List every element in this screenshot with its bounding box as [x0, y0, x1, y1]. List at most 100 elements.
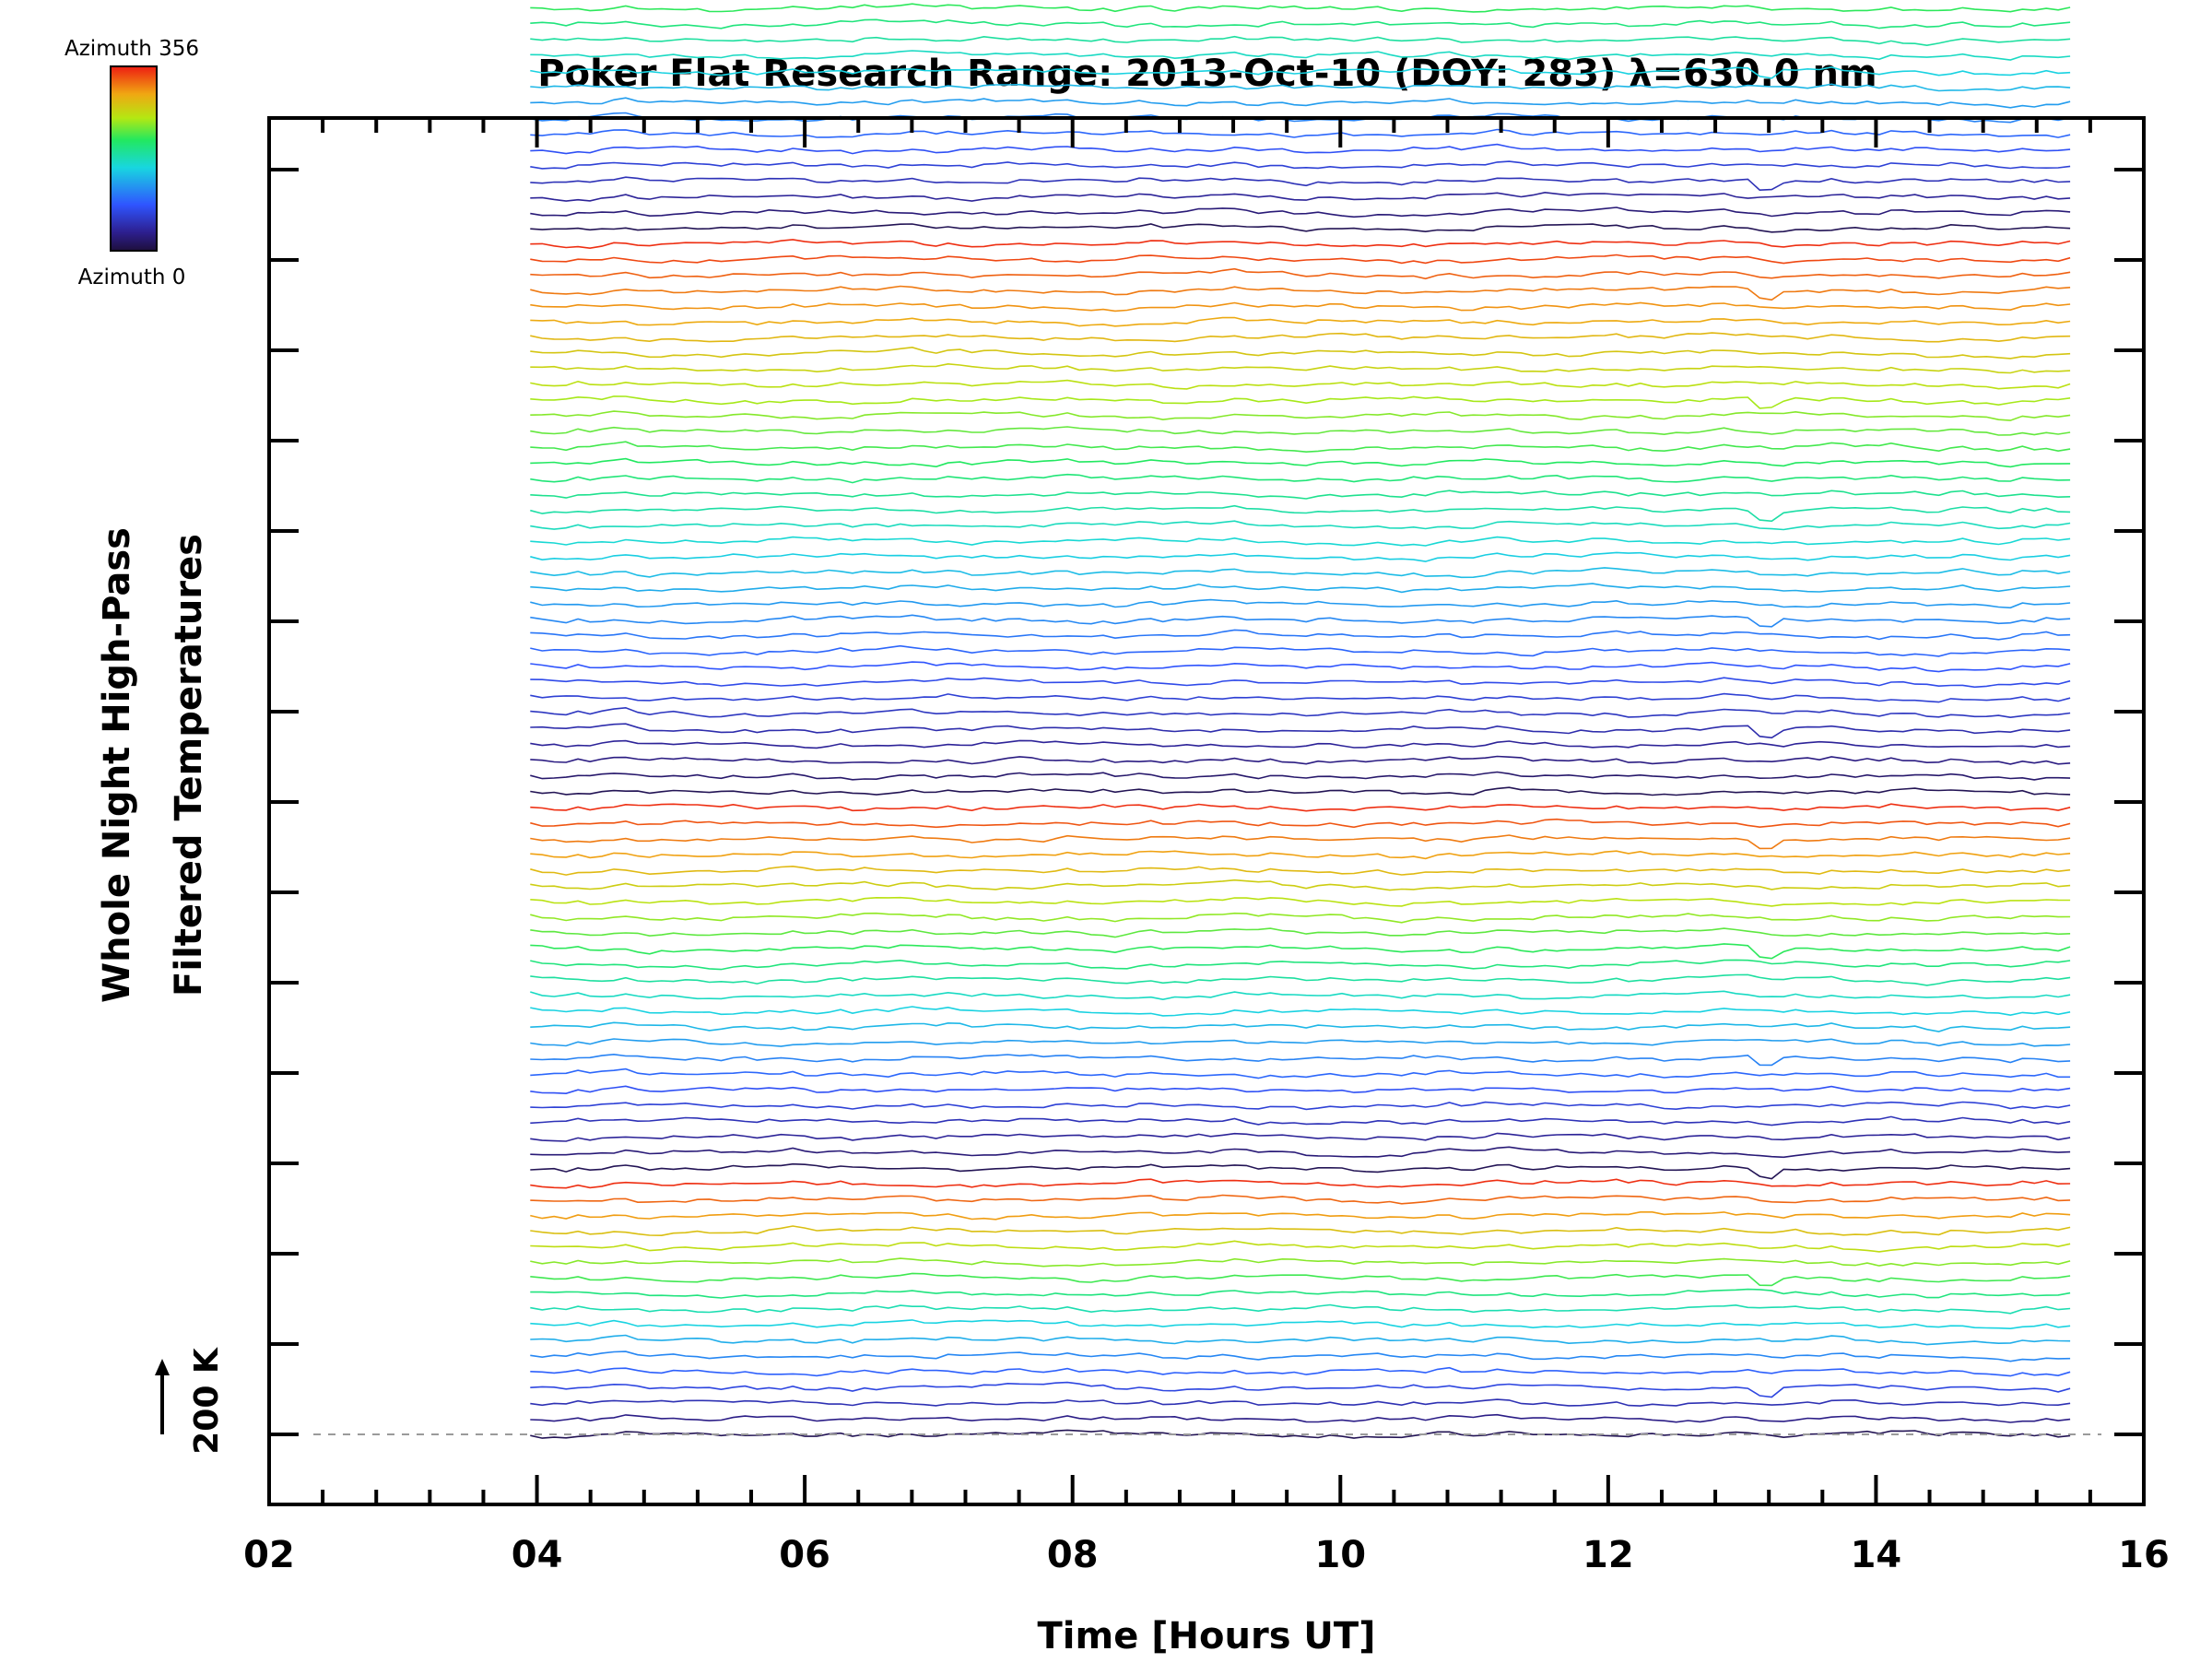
azimuth-trace	[530, 614, 2071, 628]
azimuth-trace	[530, 706, 2071, 719]
azimuth-trace	[530, 879, 2071, 891]
azimuth-trace	[530, 771, 2071, 781]
azimuth-trace	[530, 677, 2071, 689]
azimuth-trace	[530, 143, 2071, 155]
azimuth-trace	[530, 332, 2071, 343]
azimuth-trace	[530, 1085, 2071, 1095]
scale-bar-label: 200 K	[188, 1347, 226, 1455]
azimuth-trace	[530, 1381, 2071, 1398]
azimuth-trace	[530, 1162, 2071, 1180]
azimuth-trace	[530, 1101, 2071, 1111]
azimuth-trace	[530, 267, 2071, 280]
azimuth-trace	[530, 629, 2071, 641]
azimuth-trace	[530, 896, 2071, 907]
trace-group	[530, 3, 2071, 1439]
azimuth-trace	[530, 723, 2071, 739]
azimuth-trace	[530, 834, 2071, 850]
x-tick-label: 14	[1851, 1534, 1902, 1576]
azimuth-trace	[530, 206, 2071, 218]
azimuth-trace	[530, 362, 2071, 374]
azimuth-trace	[530, 346, 2071, 360]
azimuth-trace	[530, 850, 2071, 860]
azimuth-trace	[530, 1257, 2071, 1268]
azimuth-trace	[530, 644, 2071, 657]
azimuth-trace	[530, 1006, 2071, 1017]
x-axis-label: Time [Hours UT]	[1038, 1615, 1376, 1657]
azimuth-trace	[530, 191, 2071, 202]
azimuth-trace	[530, 285, 2071, 301]
azimuth-trace	[530, 1398, 2071, 1407]
azimuth-trace	[530, 473, 2071, 484]
azimuth-trace	[530, 1240, 2071, 1253]
azimuth-trace	[530, 755, 2071, 765]
azimuth-trace	[530, 803, 2071, 812]
azimuth-trace	[530, 865, 2071, 876]
x-tick-label: 12	[1583, 1534, 1634, 1576]
azimuth-trace	[530, 176, 2071, 192]
azimuth-trace	[530, 959, 2071, 971]
plot-frame	[267, 116, 2146, 1506]
azimuth-trace	[530, 1303, 2071, 1315]
azimuth-trace	[530, 1067, 2071, 1079]
azimuth-trace	[530, 1053, 2071, 1067]
azimuth-trace	[530, 128, 2071, 138]
azimuth-trace	[530, 504, 2071, 523]
azimuth-trace	[530, 316, 2071, 327]
azimuth-trace	[530, 536, 2071, 547]
azimuth-trace	[530, 379, 2071, 390]
azimuth-trace	[530, 1350, 2071, 1362]
azimuth-trace	[530, 661, 2071, 673]
azimuth-trace	[530, 692, 2071, 703]
azimuth-trace	[530, 912, 2071, 924]
colorbar-bottom-label: Azimuth 0	[78, 265, 186, 289]
azimuth-trace	[530, 1194, 2071, 1205]
azimuth-trace	[530, 489, 2071, 500]
azimuth-trace	[530, 83, 2071, 92]
azimuth-trace	[530, 990, 2071, 1001]
azimuth-trace	[530, 18, 2071, 29]
azimuth-trace	[530, 50, 2071, 61]
azimuth-trace	[530, 583, 2071, 594]
x-tick-labels: 02 04 06 08 10 12 14 16	[243, 1534, 2170, 1576]
azimuth-trace	[530, 457, 2071, 468]
x-tick-label: 02	[243, 1534, 295, 1576]
azimuth-trace	[530, 927, 2071, 938]
azimuth-trace	[530, 97, 2071, 109]
y-axis-label-line1: Whole Night High-Pass	[96, 527, 138, 1003]
scale-bar-arrowhead	[155, 1359, 170, 1375]
scale-bar: 200 K	[155, 1347, 226, 1455]
azimuth-trace	[530, 1115, 2071, 1126]
azimuth-trace	[530, 223, 2071, 233]
azimuth-trace	[530, 426, 2071, 436]
azimuth-trace	[530, 239, 2071, 250]
azimuth-trace	[530, 160, 2071, 170]
x-tick-label: 06	[779, 1534, 830, 1576]
azimuth-trace	[530, 1366, 2071, 1377]
azimuth-trace	[530, 1146, 2071, 1159]
azimuth-trace	[530, 786, 2071, 796]
azimuth-trace	[530, 943, 2071, 960]
azimuth-trace	[530, 1272, 2071, 1287]
x-tick-label: 04	[512, 1534, 563, 1576]
azimuth-trace	[530, 818, 2071, 829]
azimuth-trace	[530, 1211, 2071, 1221]
azimuth-trace	[530, 973, 2071, 986]
x-tick-label: 08	[1047, 1534, 1099, 1576]
azimuth-trace	[530, 551, 2071, 562]
azimuth-trace	[530, 254, 2071, 265]
colorbar-legend: Azimuth 356 Azimuth 0	[65, 37, 199, 289]
azimuth-trace	[530, 739, 2071, 749]
x-tick-label: 10	[1314, 1534, 1366, 1576]
azimuth-trace	[530, 1413, 2071, 1423]
azimuth-trace	[530, 1288, 2071, 1299]
azimuth-trace	[530, 1132, 2071, 1142]
azimuth-trace	[530, 1038, 2071, 1047]
azimuth-trace	[530, 301, 2071, 313]
tick-group	[267, 118, 2146, 1504]
azimuth-trace	[530, 598, 2071, 609]
azimuth-trace	[530, 410, 2071, 421]
x-tick-label: 16	[2118, 1534, 2170, 1576]
azimuth-trace	[530, 567, 2071, 579]
